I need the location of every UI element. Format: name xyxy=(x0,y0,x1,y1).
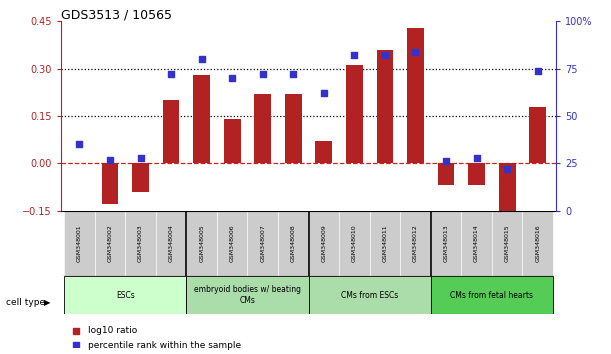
Point xyxy=(288,72,298,77)
Bar xyxy=(529,107,546,163)
Point xyxy=(71,328,81,333)
Text: GSM348005: GSM348005 xyxy=(199,224,204,262)
Text: CMs from fetal hearts: CMs from fetal hearts xyxy=(450,291,533,299)
Point xyxy=(319,90,329,96)
Bar xyxy=(125,211,156,276)
Bar xyxy=(278,211,309,276)
Text: GSM348004: GSM348004 xyxy=(169,224,174,262)
Bar xyxy=(186,211,217,276)
Text: cell type: cell type xyxy=(6,298,45,307)
Bar xyxy=(254,94,271,163)
Text: ▶: ▶ xyxy=(44,298,51,307)
Point xyxy=(227,75,237,81)
Text: GSM348014: GSM348014 xyxy=(474,224,479,262)
Text: GSM348007: GSM348007 xyxy=(260,224,265,262)
Text: embryoid bodies w/ beating
CMs: embryoid bodies w/ beating CMs xyxy=(194,285,301,305)
Bar xyxy=(309,211,339,276)
Point xyxy=(197,56,207,62)
Point xyxy=(472,155,481,160)
Bar xyxy=(285,94,302,163)
Point xyxy=(258,72,268,77)
Text: percentile rank within the sample: percentile rank within the sample xyxy=(89,341,241,350)
Bar xyxy=(163,100,180,163)
Point xyxy=(166,72,176,77)
Point xyxy=(349,52,359,58)
Bar xyxy=(101,163,119,204)
Bar xyxy=(461,211,492,276)
Bar xyxy=(309,276,431,314)
Text: GSM348002: GSM348002 xyxy=(108,224,112,262)
Text: GSM348015: GSM348015 xyxy=(505,224,510,262)
Bar xyxy=(186,276,309,314)
Point xyxy=(502,166,512,172)
Text: GSM348006: GSM348006 xyxy=(230,224,235,262)
Bar xyxy=(407,28,424,163)
Bar xyxy=(376,50,393,163)
Text: GSM348003: GSM348003 xyxy=(138,224,143,262)
Bar xyxy=(64,211,95,276)
Text: GSM348001: GSM348001 xyxy=(77,224,82,262)
Bar xyxy=(370,211,400,276)
Point xyxy=(71,342,81,348)
Bar xyxy=(64,276,186,314)
Bar xyxy=(247,211,278,276)
Bar xyxy=(499,163,516,233)
Text: GSM348010: GSM348010 xyxy=(352,224,357,262)
Point xyxy=(380,52,390,58)
Bar xyxy=(522,211,553,276)
Text: GDS3513 / 10565: GDS3513 / 10565 xyxy=(61,8,172,21)
Text: GSM348011: GSM348011 xyxy=(382,224,387,262)
Bar xyxy=(468,163,485,185)
Bar xyxy=(492,211,522,276)
Bar xyxy=(315,141,332,163)
Bar xyxy=(339,211,370,276)
Point xyxy=(533,68,543,73)
Bar xyxy=(437,163,455,185)
Text: log10 ratio: log10 ratio xyxy=(89,326,137,335)
Bar xyxy=(400,211,431,276)
Point xyxy=(411,49,420,55)
Point xyxy=(75,142,84,147)
Text: ESCs: ESCs xyxy=(116,291,134,299)
Bar xyxy=(431,211,461,276)
Point xyxy=(136,155,145,160)
Text: GSM348013: GSM348013 xyxy=(444,224,448,262)
Bar xyxy=(217,211,247,276)
Bar xyxy=(346,65,363,163)
Bar xyxy=(132,163,149,192)
Bar xyxy=(156,211,186,276)
Text: CMs from ESCs: CMs from ESCs xyxy=(341,291,398,299)
Bar xyxy=(95,211,125,276)
Text: GSM348012: GSM348012 xyxy=(413,224,418,262)
Text: GSM348008: GSM348008 xyxy=(291,224,296,262)
Bar xyxy=(193,75,210,163)
Bar xyxy=(431,276,553,314)
Text: GSM348009: GSM348009 xyxy=(321,224,326,262)
Bar xyxy=(224,119,241,163)
Point xyxy=(105,157,115,162)
Point xyxy=(441,159,451,164)
Text: GSM348016: GSM348016 xyxy=(535,224,540,262)
